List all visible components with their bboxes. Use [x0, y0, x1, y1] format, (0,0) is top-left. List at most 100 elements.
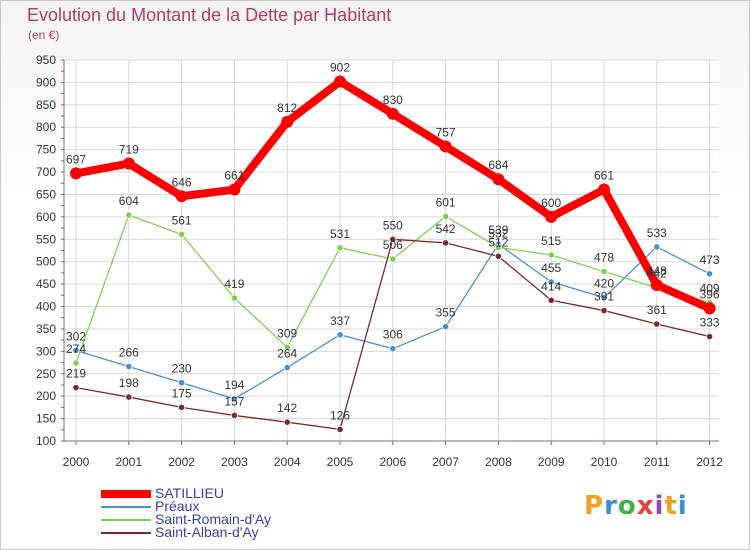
data-label: 604 — [119, 194, 139, 208]
y-tick-label: 400 — [36, 300, 56, 314]
data-label: 420 — [594, 277, 614, 291]
data-label: 355 — [436, 306, 456, 320]
y-tick-label: 500 — [36, 255, 56, 269]
x-tick-label: 2003 — [221, 455, 248, 469]
data-point — [125, 393, 133, 401]
data-labels: 697 719 646 661 812 902 830 757 684 600 661 448 396 3… — [66, 61, 720, 423]
data-point — [283, 343, 291, 351]
data-point — [389, 255, 397, 263]
y-tick-label: 550 — [36, 232, 56, 246]
data-point — [230, 294, 238, 302]
data-label: 361 — [647, 303, 667, 317]
y-tick-label: 750 — [36, 143, 56, 157]
plot-area — [64, 60, 719, 441]
data-label: 194 — [224, 378, 244, 392]
proxiti-logo: Proxiti — [584, 491, 688, 521]
data-label: 757 — [436, 126, 456, 140]
data-label: 561 — [172, 213, 192, 227]
logo-letter: t — [664, 491, 678, 521]
x-tick-label: 2002 — [168, 455, 195, 469]
data-point — [492, 173, 505, 186]
logo-letter: P — [584, 491, 605, 521]
data-point — [336, 425, 344, 433]
data-label: 512 — [488, 235, 508, 249]
data-point — [705, 270, 714, 278]
data-label: 646 — [172, 175, 192, 189]
data-point — [598, 183, 610, 196]
data-point — [545, 210, 558, 223]
data-point — [70, 167, 82, 180]
data-label: 198 — [119, 376, 139, 390]
data-point — [600, 267, 608, 276]
x-tick-label: 2005 — [327, 455, 354, 469]
data-label: 601 — [436, 195, 456, 209]
x-tick-label: 2008 — [485, 455, 512, 469]
legend-swatch — [101, 519, 151, 521]
grid — [64, 59, 719, 442]
data-label: 661 — [224, 169, 244, 183]
data-point — [334, 75, 346, 88]
x-tick-label: 2009 — [538, 455, 565, 469]
data-label: 414 — [541, 279, 561, 293]
y-tick-label: 300 — [36, 344, 56, 358]
x-tick-label: 2000 — [63, 455, 90, 469]
chart-title: Evolution du Montant de la Dette par Hab… — [27, 5, 392, 25]
data-label: 442 — [647, 267, 667, 281]
x-tick-label: 2006 — [379, 455, 406, 469]
data-label: 600 — [541, 196, 561, 210]
data-point — [441, 212, 450, 221]
data-point — [230, 411, 238, 420]
line-chart: 100 150 200 250 300 350 400 450 500 550 600 650 700 7… — [36, 53, 723, 469]
data-label: 539 — [488, 223, 508, 237]
x-tick-label: 2010 — [591, 455, 618, 469]
logo-letter: i — [654, 491, 665, 521]
data-point — [547, 296, 555, 304]
data-label: 719 — [119, 143, 139, 157]
data-point — [705, 332, 714, 341]
data-point — [178, 379, 186, 387]
x-tick-label: 2007 — [432, 455, 459, 469]
data-label: 142 — [277, 401, 297, 415]
data-point — [600, 306, 608, 315]
data-point — [125, 362, 133, 371]
data-label: 264 — [277, 346, 297, 360]
data-label: 274 — [66, 342, 86, 356]
legend-swatch — [101, 490, 151, 498]
logo-letter: o — [617, 491, 637, 521]
legend-label: Saint-Romain-d'Ay — [155, 511, 272, 527]
data-point — [386, 107, 399, 120]
data-label: 175 — [172, 386, 192, 400]
data-label: 391 — [594, 290, 614, 304]
data-label: 409 — [700, 281, 720, 295]
data-label: 684 — [488, 158, 508, 172]
y-tick-label: 250 — [36, 367, 56, 381]
data-label: 230 — [172, 362, 192, 376]
y-tick-label: 700 — [36, 165, 56, 179]
data-label: 661 — [594, 169, 614, 183]
data-point — [336, 244, 344, 252]
x-tick-label: 2004 — [274, 455, 301, 469]
series-lines — [70, 75, 716, 433]
data-point — [336, 331, 344, 339]
data-point — [703, 302, 716, 315]
data-point — [281, 115, 294, 128]
data-point — [650, 279, 663, 292]
data-label: 419 — [224, 277, 244, 291]
legend-label: Saint-Alban-d'Ay — [155, 524, 259, 540]
data-label: 266 — [119, 346, 139, 360]
data-point — [494, 252, 502, 260]
data-label: 478 — [594, 251, 614, 265]
data-label: 309 — [277, 326, 297, 340]
y-tick-label: 850 — [36, 98, 56, 112]
data-point — [389, 235, 397, 243]
data-point — [283, 418, 291, 426]
y-tick-label: 200 — [36, 389, 56, 403]
data-label: 302 — [66, 329, 86, 343]
data-point — [441, 323, 450, 331]
y-tick-label: 900 — [36, 75, 56, 89]
legend-swatch — [101, 532, 151, 534]
data-point — [494, 243, 502, 251]
data-point — [175, 190, 188, 203]
data-label: 157 — [224, 394, 244, 408]
